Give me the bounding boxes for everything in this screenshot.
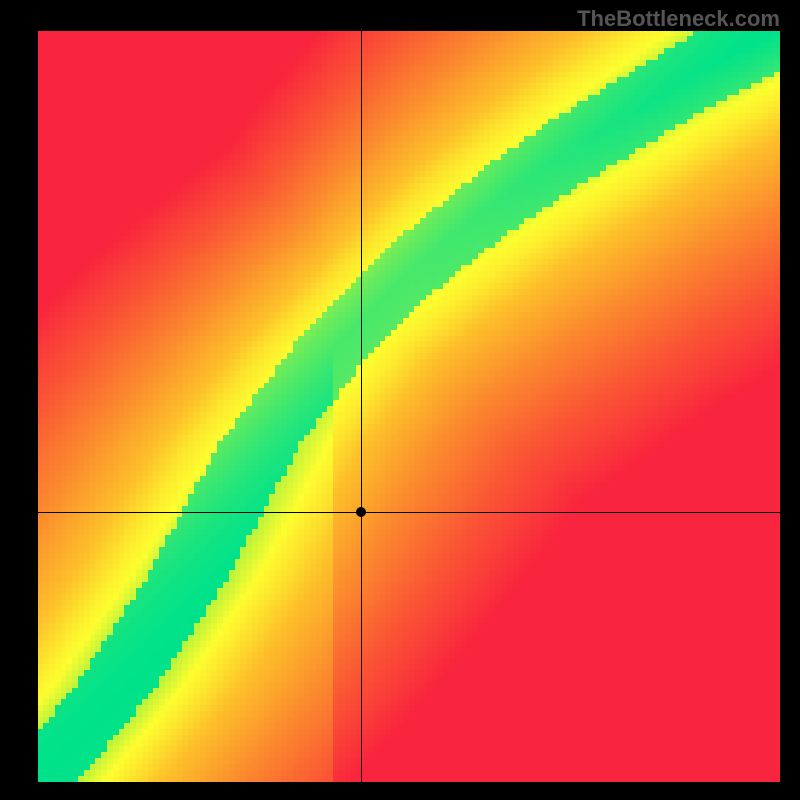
watermark-text: TheBottleneck.com bbox=[577, 6, 780, 32]
heatmap-canvas bbox=[38, 31, 780, 782]
chart-container: TheBottleneck.com bbox=[0, 0, 800, 800]
crosshair-marker bbox=[356, 507, 366, 517]
crosshair-vertical bbox=[361, 31, 362, 782]
plot-area bbox=[38, 31, 780, 782]
crosshair-horizontal bbox=[38, 512, 780, 513]
